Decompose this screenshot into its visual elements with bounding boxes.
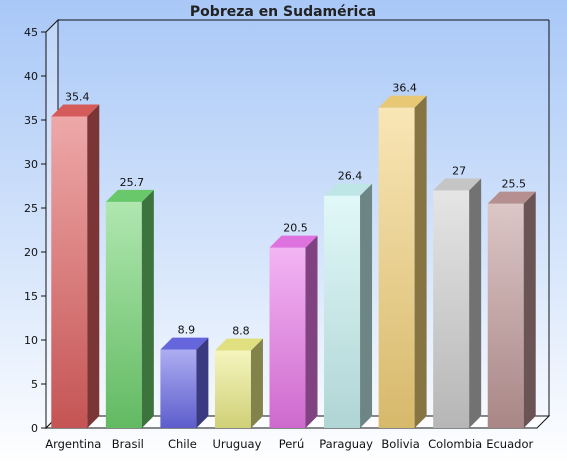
- bar-side: [469, 178, 481, 428]
- bar-front: [379, 108, 415, 428]
- x-tick-label: Argentina: [45, 437, 101, 451]
- bar: [433, 178, 481, 428]
- y-tick-label: 45: [24, 26, 38, 39]
- bar-side: [251, 339, 263, 428]
- data-label: 20.5: [283, 222, 308, 235]
- y-tick-label: 35: [24, 114, 38, 127]
- x-tick-label: Chile: [168, 437, 197, 451]
- y-axis: 0 5 10 15 20 25 30 35 40 45: [24, 26, 46, 435]
- x-tick-label: Colombia: [428, 437, 482, 451]
- bar-front: [488, 204, 524, 428]
- bar: [51, 104, 99, 428]
- data-label: 26.4: [338, 170, 363, 183]
- x-axis: Argentina Brasil Chile Uruguay Perú Paraguay B…: [45, 437, 533, 451]
- bar: [324, 184, 372, 428]
- y-tick-label: 0: [31, 422, 38, 435]
- bar-front: [106, 202, 142, 428]
- bar: [270, 236, 318, 428]
- bar-front: [270, 248, 306, 428]
- bar-front: [215, 351, 251, 428]
- x-tick-label: Brasil: [112, 437, 144, 451]
- y-tick-label: 20: [24, 246, 38, 259]
- x-tick-label: Paraguay: [319, 437, 373, 451]
- y-tick-label: 10: [24, 334, 38, 347]
- bars: 35.4 25.7 8.9 8.8 20.5 26.4 36.4 27 25.5: [51, 82, 535, 428]
- bar-side: [415, 96, 427, 428]
- bar-side: [142, 190, 154, 428]
- bar-side: [524, 192, 536, 428]
- data-label: 35.4: [65, 90, 90, 103]
- data-label: 25.5: [501, 178, 526, 191]
- x-tick-label: Ecuador: [486, 437, 533, 451]
- bar-front: [160, 350, 196, 428]
- data-label: 36.4: [392, 82, 417, 95]
- x-tick-label: Uruguay: [213, 437, 262, 451]
- bar-side: [306, 236, 318, 428]
- bar: [215, 339, 263, 428]
- data-label: 8.9: [178, 324, 196, 337]
- bar: [488, 192, 536, 428]
- bar: [106, 190, 154, 428]
- bar-front: [433, 190, 469, 428]
- chart-title: Pobreza en Sudamérica: [190, 4, 376, 20]
- x-tick-label: Bolivia: [381, 437, 419, 451]
- data-label: 25.7: [120, 176, 145, 189]
- bar-front: [51, 116, 87, 428]
- y-tick-label: 5: [31, 378, 38, 391]
- x-tick-label: Perú: [279, 437, 305, 451]
- bar-side: [360, 184, 372, 428]
- y-tick-label: 25: [24, 202, 38, 215]
- bar-side: [87, 104, 99, 428]
- data-label: 27: [452, 164, 466, 177]
- y-tick-label: 40: [24, 70, 38, 83]
- bar-front: [324, 196, 360, 428]
- data-label: 8.8: [232, 325, 250, 338]
- bar-side: [196, 338, 208, 428]
- bar: [160, 338, 208, 428]
- y-tick-label: 15: [24, 290, 38, 303]
- bar: [379, 96, 427, 428]
- y-tick-label: 30: [24, 158, 38, 171]
